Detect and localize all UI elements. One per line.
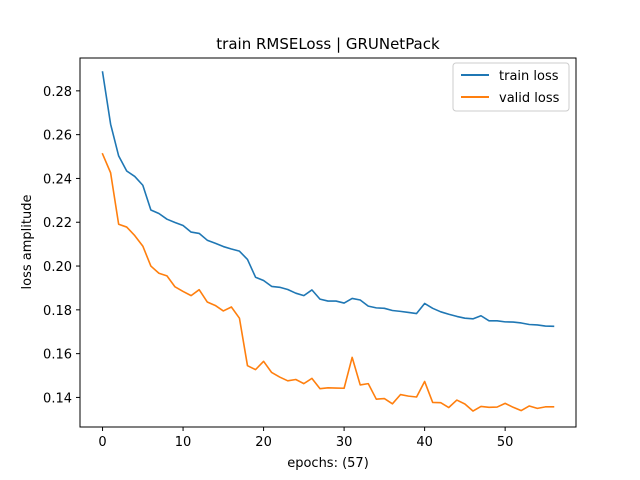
x-tick-label: 0: [98, 435, 106, 450]
legend: train loss valid loss: [452, 62, 570, 112]
axes-frame: [79, 57, 577, 428]
axes: 0 10 20 30 40 50 0.14 0.16 0.18 0.20 0.22 0.24 0.26 0…: [43, 57, 577, 450]
y-tick-label: 0.26: [43, 129, 72, 144]
y-tick-label: 0.22: [43, 216, 72, 231]
chart-title: train RMSELoss | GRUNetPack: [216, 35, 440, 53]
y-tick-label: 0.28: [43, 85, 72, 100]
x-tick-label: 20: [255, 435, 272, 450]
plot-area: [101, 71, 555, 412]
y-axis-title: loss amplitude: [20, 195, 35, 290]
y-tick-label: 0.20: [43, 260, 72, 275]
y-tick-label: 0.18: [43, 304, 72, 319]
x-tick-label: 10: [175, 435, 192, 450]
x-axis-title: epochs: (57): [287, 456, 369, 471]
y-tick-label: 0.16: [43, 348, 72, 363]
x-tick-label: 30: [336, 435, 353, 450]
x-tick-label: 50: [497, 435, 514, 450]
series-line-valid-loss: [101, 152, 555, 412]
series-line-train-loss: [101, 71, 555, 328]
legend-label-train-loss: train loss: [499, 69, 559, 84]
y-tick-label: 0.24: [43, 172, 72, 187]
legend-label-valid-loss: valid loss: [499, 91, 560, 106]
x-tick-label: 40: [416, 435, 433, 450]
y-tick-label: 0.14: [43, 391, 72, 406]
